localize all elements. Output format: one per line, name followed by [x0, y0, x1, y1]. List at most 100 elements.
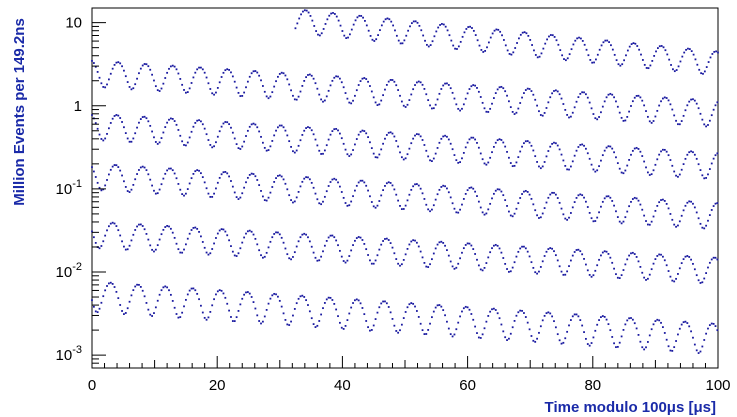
- data-point: [395, 330, 398, 332]
- data-point: [224, 171, 227, 173]
- data-point: [339, 132, 341, 135]
- data-point: [378, 103, 381, 106]
- data-point: [477, 336, 480, 339]
- data-point: [616, 276, 619, 279]
- data-point: [376, 311, 379, 314]
- data-point: [633, 147, 636, 150]
- data-point: [427, 155, 430, 158]
- data-point: [648, 273, 651, 276]
- data-point: [665, 203, 668, 205]
- data-point: [581, 40, 584, 42]
- data-point: [526, 250, 529, 253]
- data-point: [284, 74, 287, 77]
- data-point: [446, 135, 448, 138]
- data-point: [258, 320, 261, 322]
- data-point: [378, 200, 381, 202]
- y-tick-label: 1: [74, 98, 82, 115]
- data-point: [500, 139, 503, 141]
- data-point: [626, 49, 629, 52]
- data-point: [451, 202, 454, 205]
- data-point: [483, 107, 486, 110]
- data-point: [254, 70, 257, 72]
- data-point: [429, 263, 431, 266]
- data-point: [457, 161, 460, 164]
- data-point: [534, 271, 537, 274]
- data-point: [615, 156, 617, 159]
- data-point: [100, 245, 103, 247]
- data-point: [635, 327, 638, 330]
- data-point: [237, 310, 240, 312]
- data-point: [442, 242, 445, 244]
- data-point: [693, 206, 696, 209]
- data-point: [248, 125, 251, 128]
- data-point: [590, 342, 593, 344]
- data-point: [331, 234, 334, 237]
- data-point: [286, 253, 289, 256]
- data-point: [248, 229, 251, 232]
- data-point: [525, 32, 528, 35]
- data-point: [609, 145, 612, 148]
- data-point: [307, 11, 310, 14]
- data-point: [123, 69, 125, 72]
- data-point: [130, 294, 133, 297]
- data-point: [594, 117, 597, 120]
- data-point: [402, 104, 405, 107]
- data-point: [134, 132, 137, 135]
- data-point: [481, 101, 484, 104]
- data-point: [141, 289, 144, 292]
- data-point: [248, 292, 251, 295]
- data-point: [425, 203, 428, 206]
- data-point: [335, 239, 338, 242]
- data-point: [312, 323, 315, 325]
- data-point: [230, 316, 232, 318]
- data-point: [496, 244, 499, 247]
- data-point: [209, 252, 212, 255]
- data-point: [254, 175, 257, 178]
- data-point: [237, 252, 240, 255]
- data-point: [265, 95, 268, 98]
- data-point: [660, 253, 662, 256]
- data-point: [530, 261, 533, 264]
- data-point: [385, 302, 388, 305]
- data-point: [414, 134, 416, 137]
- data-point: [496, 188, 499, 191]
- data-point: [134, 229, 137, 231]
- data-point: [344, 92, 347, 94]
- data-point: [406, 248, 409, 250]
- data-point: [656, 204, 659, 207]
- data-point: [666, 53, 669, 56]
- data-point: [453, 154, 456, 156]
- data-point: [331, 79, 334, 82]
- data-point: [504, 336, 507, 339]
- data-point: [600, 111, 602, 114]
- data-point: [216, 135, 219, 138]
- data-point: [106, 285, 108, 287]
- data-point: [616, 105, 619, 108]
- data-point: [348, 155, 351, 157]
- data-point: [372, 324, 375, 327]
- data-point: [117, 229, 120, 232]
- data-point: [298, 17, 301, 20]
- data-point: [686, 153, 689, 156]
- data-point: [553, 90, 555, 92]
- data-point: [619, 64, 622, 67]
- data-point: [541, 212, 544, 215]
- data-point: [539, 266, 542, 268]
- data-point: [230, 245, 232, 248]
- data-point: [440, 137, 443, 140]
- data-point: [667, 99, 670, 102]
- data-point: [461, 203, 463, 206]
- data-point: [318, 93, 321, 96]
- data-point: [113, 115, 116, 117]
- data-point: [207, 139, 210, 141]
- data-point: [359, 130, 362, 133]
- data-point: [596, 118, 599, 121]
- data-point: [562, 103, 565, 105]
- data-point: [117, 114, 120, 117]
- data-point: [260, 190, 262, 192]
- data-point: [671, 108, 674, 111]
- data-point: [481, 333, 484, 336]
- data-point: [615, 346, 617, 349]
- data-point: [314, 326, 317, 328]
- data-point: [686, 255, 689, 257]
